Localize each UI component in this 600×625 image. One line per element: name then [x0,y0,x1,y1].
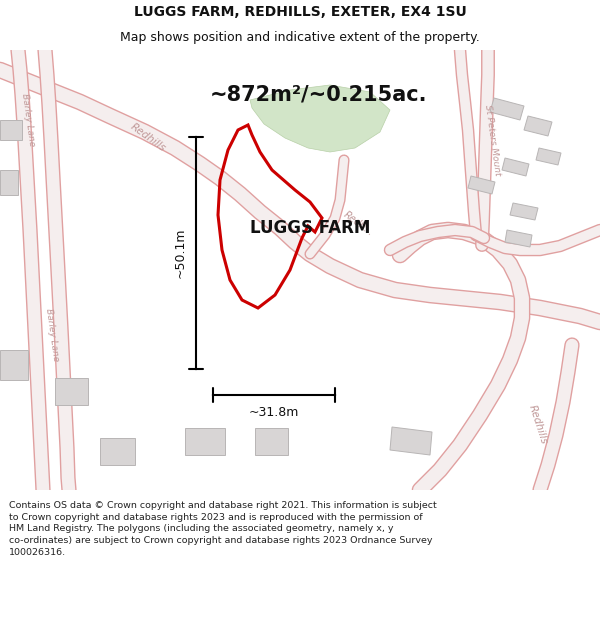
Polygon shape [536,148,561,165]
Text: Map shows position and indicative extent of the property.: Map shows position and indicative extent… [120,31,480,44]
Polygon shape [490,98,524,120]
Polygon shape [185,428,225,455]
Text: Barley Lane: Barley Lane [44,308,60,362]
Text: St Peters Mount: St Peters Mount [482,104,502,176]
Text: Redh...: Redh... [342,210,376,238]
Polygon shape [390,427,432,455]
Polygon shape [0,120,22,140]
Polygon shape [524,116,552,136]
Text: Redhills: Redhills [527,404,549,446]
Text: ~50.1m: ~50.1m [173,228,187,278]
Text: Barley Lane: Barley Lane [20,93,36,147]
Polygon shape [468,176,495,194]
Text: LUGGS FARM: LUGGS FARM [250,219,370,237]
Polygon shape [100,438,135,465]
Text: ~872m²/~0.215ac.: ~872m²/~0.215ac. [210,85,427,105]
Text: LUGGS FARM, REDHILLS, EXETER, EX4 1SU: LUGGS FARM, REDHILLS, EXETER, EX4 1SU [134,6,466,19]
Text: Contains OS data © Crown copyright and database right 2021. This information is : Contains OS data © Crown copyright and d… [9,501,437,557]
Polygon shape [55,378,88,405]
Polygon shape [0,170,18,195]
Polygon shape [0,350,28,380]
Text: Redhills: Redhills [128,122,167,154]
Polygon shape [510,203,538,220]
Polygon shape [255,428,288,455]
Polygon shape [505,230,532,247]
Text: ~31.8m: ~31.8m [249,406,299,419]
Polygon shape [502,158,529,176]
Polygon shape [250,85,390,152]
